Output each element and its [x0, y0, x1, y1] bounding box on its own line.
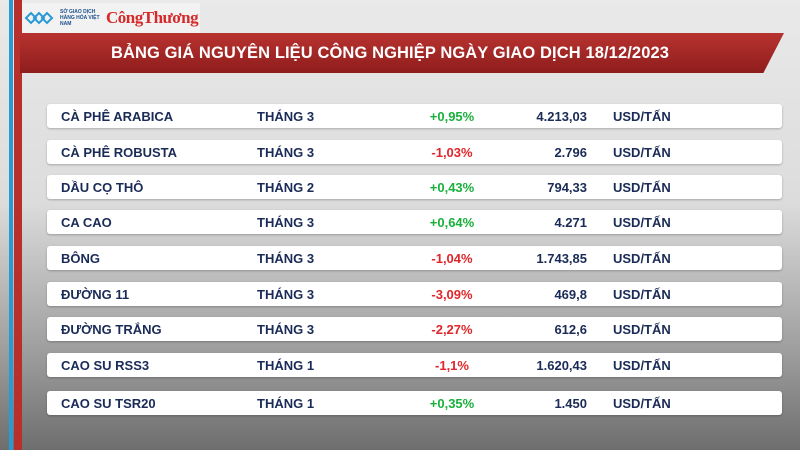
price-value: 4.271 — [554, 215, 587, 230]
price-change: +0,35% — [429, 396, 475, 411]
price-change: +0,43% — [429, 180, 475, 195]
page-title: BẢNG GIÁ NGUYÊN LIỆU CÔNG NGHIỆP NGÀY GI… — [110, 43, 670, 62]
contract-month: THÁNG 3 — [257, 109, 315, 124]
table-row: ĐƯỜNG TRẮNG THÁNG 3 -2,27% 612,6 USD/TẤN — [47, 317, 782, 341]
price-unit: USD/TẤN — [613, 396, 671, 411]
table-row: CA CAO THÁNG 3 +0,64% 4.271 USD/TẤN — [47, 210, 782, 234]
commodity-name: CA CAO — [61, 215, 112, 230]
title-banner: BẢNG GIÁ NGUYÊN LIỆU CÔNG NGHIỆP NGÀY GI… — [20, 33, 784, 73]
logo-bar: SỞ GIAO DỊCH HÀNG HÓA VIỆT NAM CôngThươn… — [22, 3, 200, 33]
commodity-name: ĐƯỜNG 11 — [61, 287, 130, 302]
price-change: -2,27% — [431, 322, 473, 337]
table-row: ĐƯỜNG 11 THÁNG 3 -3,09% 469,8 USD/TẤN — [47, 282, 782, 306]
contract-month: THÁNG 1 — [257, 396, 315, 411]
mxv-logo-icon — [24, 11, 54, 25]
contract-month: THÁNG 3 — [257, 215, 315, 230]
price-change: -1,1% — [435, 358, 469, 373]
price-value: 1.620,43 — [536, 358, 587, 373]
price-unit: USD/TẤN — [613, 215, 671, 230]
price-unit: USD/TẤN — [613, 287, 671, 302]
price-value: 4.213,03 — [536, 109, 587, 124]
decorative-stripe-red — [14, 0, 22, 450]
contract-month: THÁNG 3 — [257, 251, 315, 266]
contract-month: THÁNG 1 — [257, 358, 315, 373]
price-unit: USD/TẤN — [613, 358, 671, 373]
price-value: 1.450 — [554, 396, 587, 411]
price-unit: USD/TẤN — [613, 251, 671, 266]
price-unit: USD/TẤN — [613, 180, 671, 195]
commodity-name: CÀ PHÊ ROBUSTA — [61, 145, 178, 160]
price-unit: USD/TẤN — [613, 322, 671, 337]
commodity-name: BÔNG — [61, 251, 100, 266]
contract-month: THÁNG 2 — [257, 180, 315, 195]
contract-month: THÁNG 3 — [257, 287, 315, 302]
price-unit: USD/TẤN — [613, 145, 671, 160]
commodity-name: DẦU CỌ THÔ — [61, 180, 144, 195]
price-value: 469,8 — [554, 287, 587, 302]
price-change: +0,95% — [429, 109, 475, 124]
price-change: -1,04% — [431, 251, 473, 266]
contract-month: THÁNG 3 — [257, 322, 315, 337]
commodity-name: CAO SU TSR20 — [61, 396, 156, 411]
congthuong-logo: CôngThương — [106, 8, 199, 27]
price-value: 1.743,85 — [536, 251, 587, 266]
price-change: -3,09% — [431, 287, 473, 302]
table-row: CÀ PHÊ ARABICA THÁNG 3 +0,95% 4.213,03 U… — [47, 104, 782, 128]
contract-month: THÁNG 3 — [257, 145, 315, 160]
price-change: -1,03% — [431, 145, 473, 160]
table-row: BÔNG THÁNG 3 -1,04% 1.743,85 USD/TẤN — [47, 246, 782, 270]
price-value: 612,6 — [554, 322, 587, 337]
commodity-name: ĐƯỜNG TRẮNG — [61, 322, 162, 337]
commodity-name: CÀ PHÊ ARABICA — [61, 109, 174, 124]
mxv-logo-text: SỞ GIAO DỊCH HÀNG HÓA VIỆT NAM — [60, 9, 100, 27]
price-value: 2.796 — [554, 145, 587, 160]
price-value: 794,33 — [547, 180, 587, 195]
table-row: CAO SU TSR20 THÁNG 1 +0,35% 1.450 USD/TẤ… — [47, 391, 782, 415]
price-change: +0,64% — [429, 215, 475, 230]
price-unit: USD/TẤN — [613, 109, 671, 124]
commodity-name: CAO SU RSS3 — [61, 358, 150, 373]
decorative-stripe-blue — [9, 0, 13, 450]
table-row: CAO SU RSS3 THÁNG 1 -1,1% 1.620,43 USD/T… — [47, 353, 782, 377]
table-row: DẦU CỌ THÔ THÁNG 2 +0,43% 794,33 USD/TẤN — [47, 175, 782, 199]
table-row: CÀ PHÊ ROBUSTA THÁNG 3 -1,03% 2.796 USD/… — [47, 140, 782, 164]
